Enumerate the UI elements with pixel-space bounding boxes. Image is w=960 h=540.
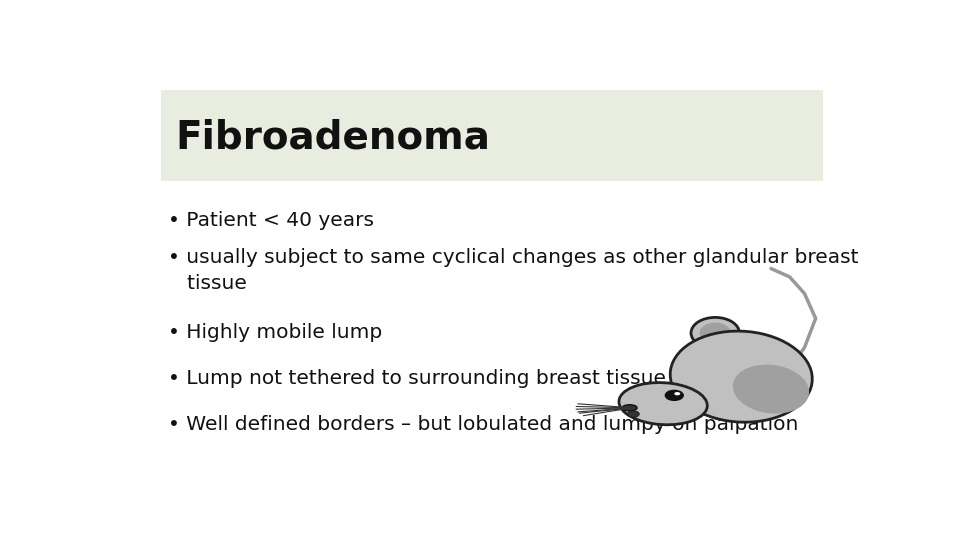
Text: • usually subject to same cyclical changes as other glandular breast
   tissue: • usually subject to same cyclical chang… <box>168 248 859 293</box>
Ellipse shape <box>732 364 809 414</box>
Text: • Well defined borders – but lobulated and lumpy on palpation: • Well defined borders – but lobulated a… <box>168 415 799 434</box>
Ellipse shape <box>700 322 731 343</box>
Text: • Highly mobile lump: • Highly mobile lump <box>168 323 383 342</box>
FancyBboxPatch shape <box>161 90 823 181</box>
Ellipse shape <box>691 318 739 349</box>
Ellipse shape <box>670 331 812 422</box>
Text: • Patient < 40 years: • Patient < 40 years <box>168 211 374 230</box>
Text: • Lump not tethered to surrounding breast tissue: • Lump not tethered to surrounding breas… <box>168 369 666 388</box>
Circle shape <box>665 390 684 400</box>
Ellipse shape <box>619 382 708 425</box>
Text: Fibroadenoma: Fibroadenoma <box>176 119 491 157</box>
Circle shape <box>674 392 681 395</box>
Circle shape <box>628 411 639 417</box>
Ellipse shape <box>622 404 637 411</box>
